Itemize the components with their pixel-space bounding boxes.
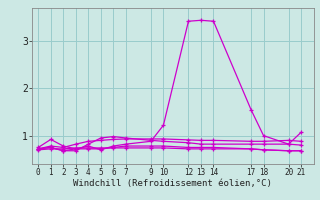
X-axis label: Windchill (Refroidissement éolien,°C): Windchill (Refroidissement éolien,°C) bbox=[73, 179, 272, 188]
